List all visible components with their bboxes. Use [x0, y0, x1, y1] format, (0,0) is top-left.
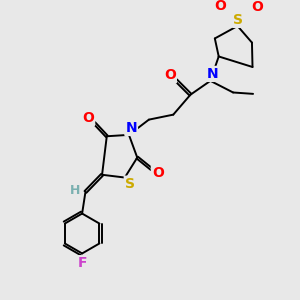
Text: S: S [233, 13, 243, 27]
Text: N: N [125, 121, 137, 135]
Text: F: F [77, 256, 87, 270]
Text: O: O [214, 0, 226, 13]
Text: S: S [125, 177, 135, 190]
Text: O: O [152, 167, 164, 180]
Text: H: H [70, 184, 80, 197]
Text: O: O [82, 111, 94, 125]
Text: N: N [207, 67, 218, 81]
Text: O: O [164, 68, 176, 82]
Text: O: O [251, 0, 263, 14]
